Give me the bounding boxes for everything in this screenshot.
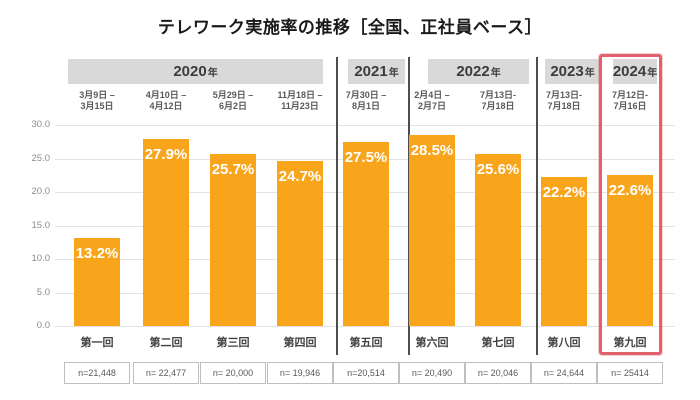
survey-date-range: 5月29日 – 6月2日 (212, 90, 254, 111)
round-label: 第二回 (149, 337, 183, 349)
year-suffix: 年 (647, 68, 658, 79)
bar (74, 237, 120, 326)
year-label: 2020 (173, 63, 207, 80)
survey-date-range: 7月30日 – 8月1日 (345, 90, 387, 111)
survey-date-range: 11月18日 – 11月23日 (277, 90, 323, 111)
survey-date-range: 7月13日- 7月18日 (479, 90, 516, 111)
year-suffix: 年 (388, 68, 399, 79)
year-separator (536, 57, 538, 355)
round-label: 第四回 (283, 337, 317, 349)
sample-size-badge: n= 24,644 (531, 362, 597, 384)
sample-size-badge: n= 25414 (597, 362, 663, 384)
round-label: 第六回 (415, 337, 449, 349)
round-label: 第七回 (481, 337, 515, 349)
round-label: 第五回 (349, 337, 383, 349)
year-header: 2024 年 (613, 59, 657, 84)
survey-date-range: 3月9日 – 3月15日 (79, 90, 115, 111)
sample-size-badge: n= 19,946 (267, 362, 333, 384)
y-tick-label: 30.0 (31, 119, 51, 130)
y-tick-label: 20.0 (31, 186, 51, 197)
bar (277, 160, 323, 326)
round-label: 第一回 (80, 337, 114, 349)
y-tick-label: 0.0 (36, 320, 50, 331)
bar (607, 174, 653, 326)
year-suffix: 年 (584, 68, 595, 79)
bar (343, 141, 389, 326)
sample-size-badge: n= 20,046 (465, 362, 531, 384)
y-tick-label: 25.0 (31, 152, 51, 164)
survey-date-range: 4月10日 – 4月12日 (145, 90, 187, 111)
bar-value-label: 28.5% (410, 142, 454, 160)
bar-value-label: 22.2% (542, 184, 586, 202)
sample-size-badge: n=21,448 (64, 362, 130, 384)
bar-value-label: 27.5% (344, 148, 388, 166)
sample-size-badge: n= 22,477 (133, 362, 199, 384)
sample-size-badge: n= 20,490 (399, 362, 465, 384)
bar-value-label: 13.2% (75, 244, 119, 262)
survey-date-range: 7月12日- 7月16日 (611, 90, 648, 111)
sample-size-badge: n=20,514 (333, 362, 399, 384)
survey-date-range: 7月13日- 7月18日 (545, 90, 582, 111)
gridline (55, 125, 675, 126)
year-suffix: 年 (207, 68, 218, 79)
bar-value-label: 24.7% (278, 167, 322, 185)
bar-value-label: 27.9% (144, 146, 188, 164)
chart-title: テレワーク実施率の推移［全国、正社員ベース］ (157, 18, 543, 37)
round-label: 第九回 (613, 337, 647, 349)
year-header: 2020 年 (68, 59, 323, 84)
bar-value-label: 22.6% (608, 181, 652, 199)
year-header: 2021 年 (348, 59, 405, 84)
y-tick-label: 15.0 (31, 219, 51, 231)
round-label: 第八回 (547, 337, 581, 349)
bar (210, 153, 256, 326)
y-tick-label: 5.0 (36, 286, 50, 298)
bar (143, 139, 189, 326)
year-separator (336, 57, 338, 355)
year-label: 2022 (456, 63, 490, 80)
bar-value-label: 25.6% (476, 161, 520, 179)
year-suffix: 年 (490, 68, 501, 79)
year-label: 2023 (550, 63, 584, 80)
sample-size-badge: n= 20,000 (200, 362, 266, 384)
bar (475, 154, 521, 326)
bar (541, 177, 587, 326)
gridline (55, 326, 675, 327)
round-label: 第三回 (216, 337, 250, 349)
y-tick-label: 10.0 (31, 253, 51, 264)
survey-date-range: 2月4日 – 2月7日 (414, 90, 450, 111)
bar (409, 135, 455, 326)
year-header: 2023 年 (545, 59, 600, 84)
year-label: 2024 (612, 63, 647, 80)
year-label: 2021 (354, 63, 388, 80)
year-header: 2022 年 (428, 59, 529, 84)
highlight-frame (598, 54, 662, 355)
bar-value-label: 25.7% (211, 160, 255, 178)
